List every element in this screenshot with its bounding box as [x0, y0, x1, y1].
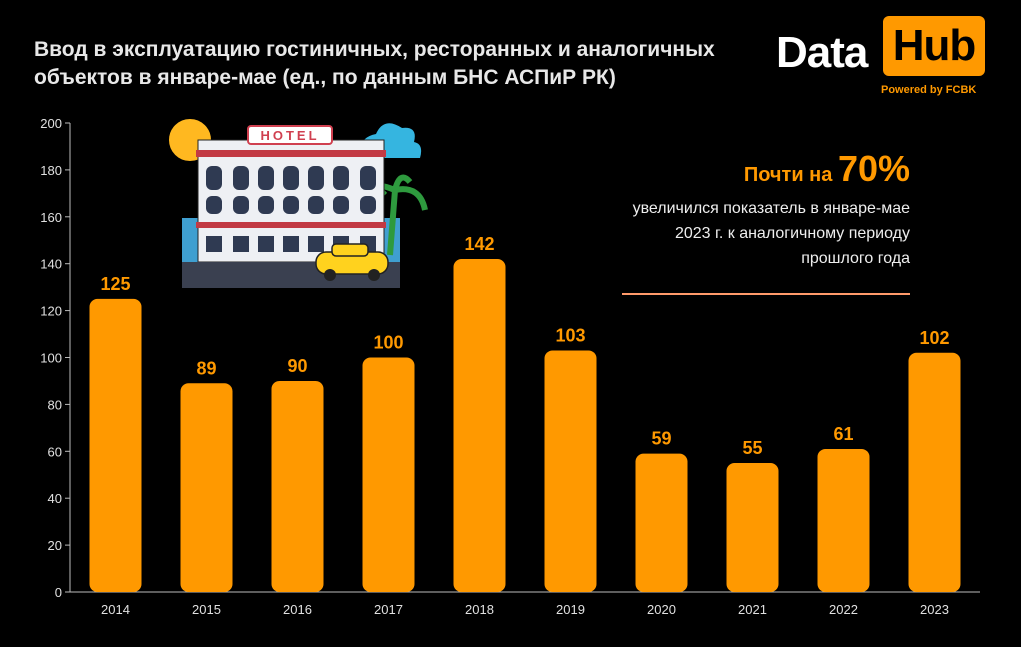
y-tick-label: 180: [40, 163, 62, 178]
hotel-mid-stripe: [196, 222, 386, 228]
hotel-window: [333, 166, 349, 190]
y-tick-label: 20: [48, 538, 62, 553]
y-tick-label: 200: [40, 116, 62, 131]
bar-2023: [908, 352, 961, 592]
hotel-window: [283, 236, 299, 252]
y-tick-label: 120: [40, 304, 62, 319]
data-label-2023: 102: [919, 328, 949, 348]
data-label-2018: 142: [464, 234, 494, 254]
data-label-2014: 125: [100, 274, 130, 294]
hotel-windows: [206, 166, 376, 252]
bar-2018: [453, 259, 506, 592]
hotel-window: [360, 196, 376, 214]
hotel-window: [308, 166, 324, 190]
data-label-2019: 103: [555, 325, 585, 345]
logo-powered-by: Powered by FCBK: [881, 84, 977, 96]
x-tick-label-2020: 2020: [647, 602, 676, 617]
x-axis: 2014 2015 2016 2017 2018 2019 2020 2021 2022 2023: [70, 591, 980, 617]
y-axis: 0 20 40 60 80 100 120 140 160 180 200: [40, 116, 71, 600]
x-tick-label-2018: 2018: [465, 602, 494, 617]
logo-data-text: Data: [776, 28, 868, 77]
data-label-2017: 100: [373, 333, 403, 353]
y-tick-label: 80: [48, 397, 62, 412]
x-tick-label-2017: 2017: [374, 602, 403, 617]
bar-2019: [544, 350, 597, 592]
bar-2020: [635, 453, 688, 592]
hotel-roof-stripe: [196, 150, 386, 157]
hotel-window: [308, 196, 324, 214]
hotel-illustration: HOTEL: [167, 117, 428, 288]
bar-2014: [89, 298, 142, 592]
data-label-2016: 90: [287, 356, 307, 376]
data-label-2021: 55: [742, 438, 762, 458]
hotel-window: [360, 166, 376, 190]
bar-2016: [271, 380, 324, 592]
y-tick-label: 160: [40, 210, 62, 225]
hotel-window: [283, 196, 299, 214]
x-tick-label-2023: 2023: [920, 602, 949, 617]
hotel-window: [258, 166, 274, 190]
bar-2017: [362, 357, 415, 592]
hotel-window: [258, 236, 274, 252]
hotel-sign: [247, 125, 333, 145]
chart-title: Ввод в эксплуатацию гостиничных, рестора…: [34, 38, 715, 89]
highlight-divider: [622, 293, 910, 295]
highlight-percent: 70%: [837, 148, 910, 189]
hotel-window: [233, 166, 249, 190]
x-tick-label-2015: 2015: [192, 602, 221, 617]
bars-group: [89, 259, 961, 592]
hotel-window: [258, 196, 274, 214]
x-tick-label-2021: 2021: [738, 602, 767, 617]
taxi-roof: [331, 243, 369, 257]
y-tick-label: 60: [48, 444, 62, 459]
hotel-window: [206, 196, 222, 214]
hotel-window: [333, 196, 349, 214]
highlight-prefix: Почти на: [743, 164, 838, 186]
hotel-sign-text: HOTEL: [260, 128, 319, 143]
bar-2015: [180, 383, 233, 592]
bar-2022: [817, 448, 870, 592]
datahub-logo: Data Hub Powered by FCBK: [776, 16, 991, 102]
x-tick-label-2014: 2014: [101, 602, 130, 617]
x-tick-label-2019: 2019: [556, 602, 585, 617]
bar-labels-group: 125 89 90 100 142 103 59 55 61 102: [100, 234, 949, 458]
hotel-window: [283, 166, 299, 190]
data-label-2020: 59: [651, 429, 671, 449]
highlight-description: увеличился показатель в январе-мае 2023 …: [632, 200, 910, 267]
x-tick-label-2022: 2022: [829, 602, 858, 617]
y-tick-label: 140: [40, 257, 62, 272]
y-tick-label: 40: [48, 491, 62, 506]
taxi-wheel-front: [324, 269, 336, 281]
y-tick-label: 100: [40, 351, 62, 366]
y-tick-label: 0: [55, 585, 62, 600]
hotel-window: [308, 236, 324, 252]
hotel-window: [233, 196, 249, 214]
highlight-headline: Почти на 70%: [640, 148, 910, 190]
data-label-2022: 61: [833, 424, 853, 444]
data-label-2015: 89: [196, 358, 216, 378]
bar-2021: [726, 463, 779, 592]
taxi-wheel-back: [368, 269, 380, 281]
hotel-window: [233, 236, 249, 252]
logo-hub-box: Hub: [883, 16, 985, 76]
hotel-window: [206, 166, 222, 190]
x-tick-label-2016: 2016: [283, 602, 312, 617]
hotel-window: [206, 236, 222, 252]
